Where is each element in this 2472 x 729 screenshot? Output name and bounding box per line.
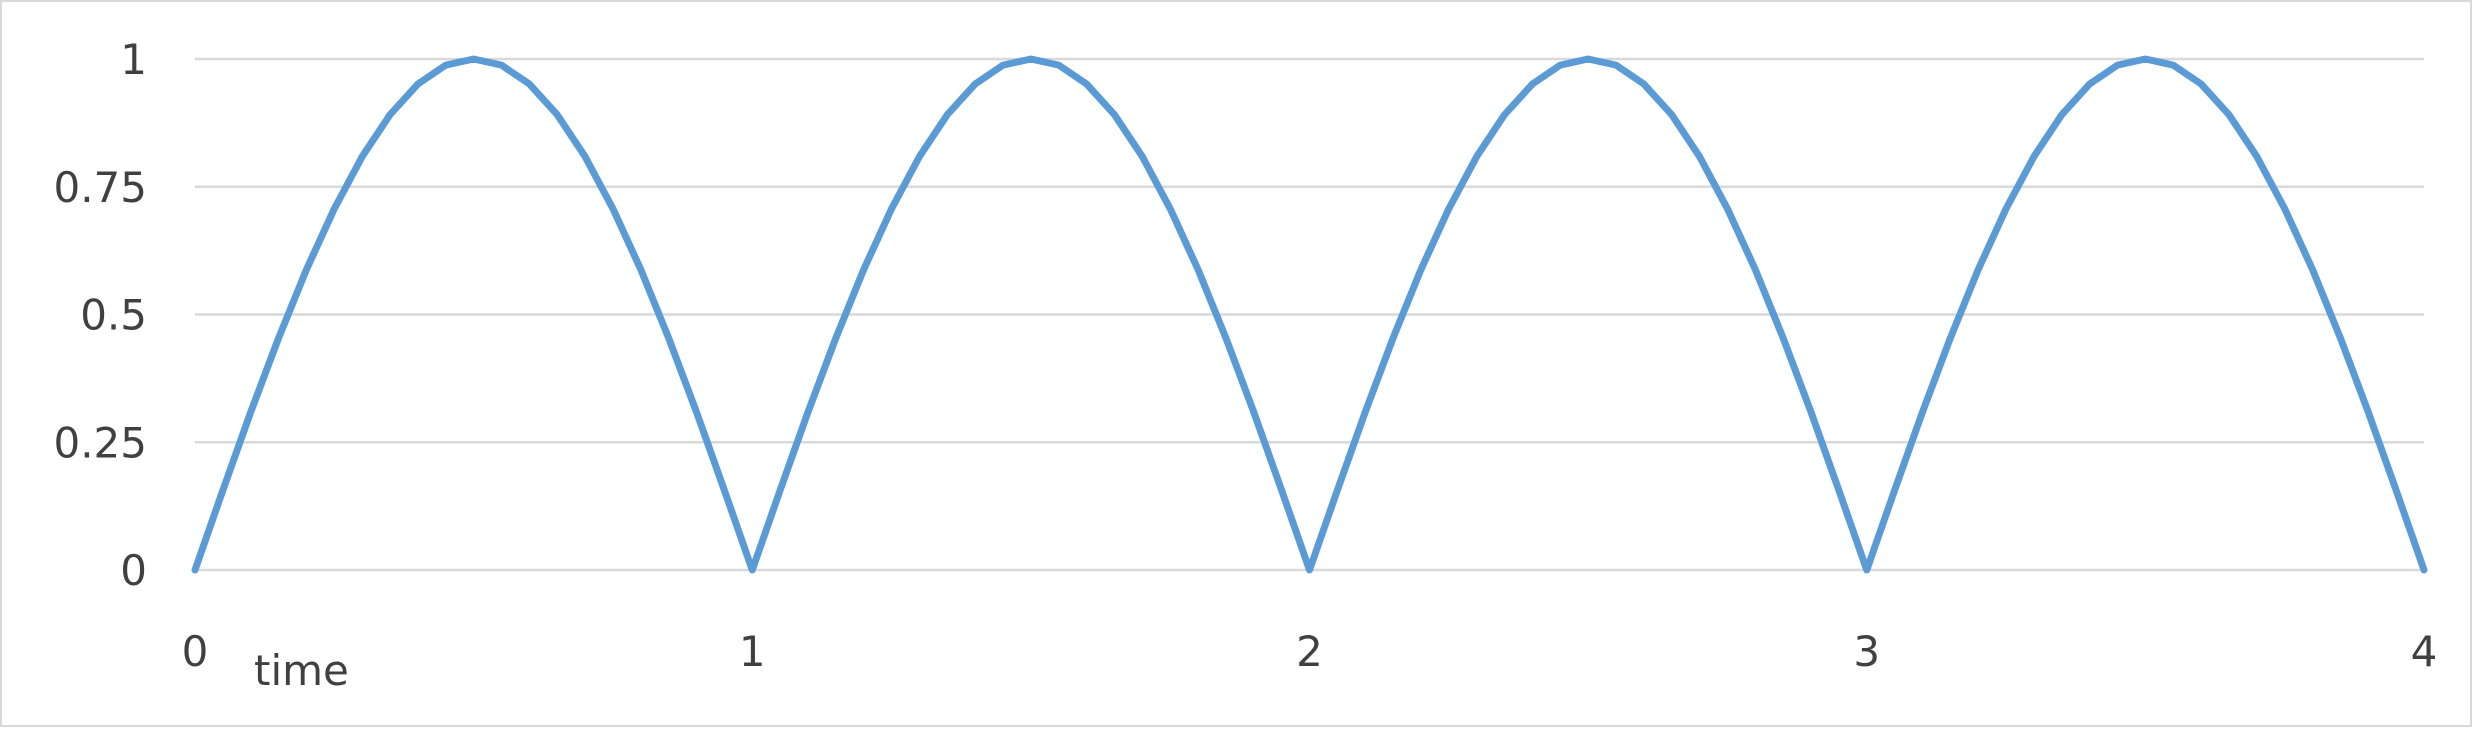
- x-axis-title: time: [254, 646, 349, 695]
- y-axis-tick-labels: 0 0.25 0.5 0.75 1: [53, 35, 147, 595]
- x-tick-label: 2: [1296, 627, 1323, 676]
- series-layer: [191, 55, 2428, 574]
- x-tick-label: 1: [739, 627, 766, 676]
- y-tick-label: 0.5: [80, 291, 147, 340]
- x-axis-tick-labels: 0 1 2 3 4: [182, 627, 2438, 676]
- x-tick-label: 3: [1853, 627, 1880, 676]
- gridlines: [195, 57, 2424, 572]
- y-tick-label: 0.25: [53, 418, 147, 467]
- x-tick-label: 4: [2411, 627, 2438, 676]
- series-line-0: [191, 55, 2428, 574]
- x-tick-label: 0: [182, 627, 209, 676]
- y-tick-label: 0.75: [53, 163, 147, 212]
- y-tick-label: 0: [120, 546, 147, 595]
- y-tick-label: 1: [120, 35, 147, 84]
